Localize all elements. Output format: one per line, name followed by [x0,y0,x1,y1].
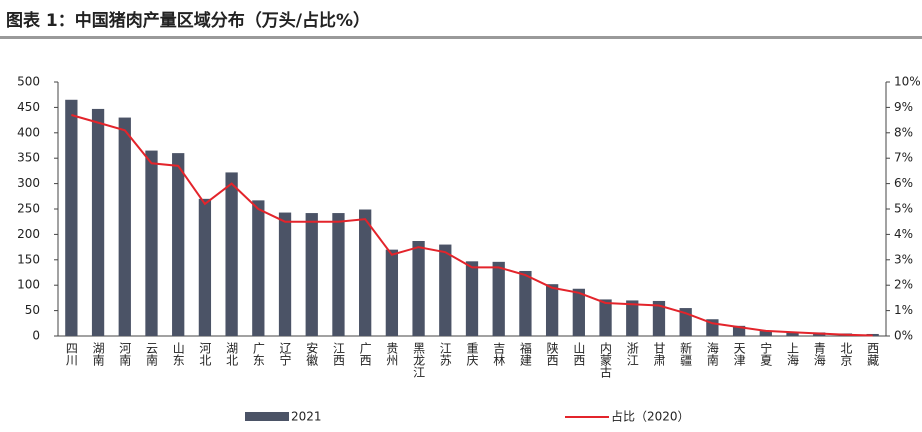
bar [198,198,212,336]
y2-tick-label: 3% [894,252,913,266]
x-tick-label: 内蒙古 [599,342,613,378]
y2-tick-label: 4% [894,227,913,241]
y2-tick-label: 9% [894,100,913,114]
y-tick-label: 0 [32,329,40,343]
x-tick-label: 广西 [358,342,372,366]
y2-tick-label: 6% [894,176,913,190]
x-tick-label: 海南 [705,341,719,366]
bar [385,249,399,336]
x-tick-label: 陕西 [545,341,559,366]
bar [599,299,612,336]
y2-tick-label: 1% [894,303,913,317]
bar [465,261,479,336]
x-tick-label: 山西 [572,342,586,366]
x-tick-label: 青海 [812,342,826,366]
y-tick-label: 350 [17,151,40,165]
x-tick-label: 江西 [331,342,345,366]
y-tick-label: 150 [17,252,40,266]
bar [305,213,318,336]
x-tick-label: 北京 [839,342,853,367]
x-tick-label: 四川 [64,342,78,366]
x-tick-label: 湖北 [225,341,239,367]
bar [225,172,238,336]
x-tick-label: 广东 [251,342,265,366]
y-tick-label: 450 [17,100,40,114]
bar [359,209,372,336]
y-tick-label: 250 [17,202,40,216]
x-tick-label: 福建 [518,341,532,367]
x-tick-label: 湖南 [91,341,105,366]
x-tick-label: 新疆 [679,341,693,366]
x-tick-label: 天津 [732,342,746,366]
bar [252,200,265,336]
bar [172,153,185,336]
legend-label: 2021 [291,410,322,424]
x-tick-label: 河北 [198,342,212,367]
bar [545,284,559,336]
x-tick-label: 宁夏 [759,341,773,366]
bar [118,117,131,336]
bar [332,213,345,336]
bar [572,288,585,336]
bar [439,244,452,336]
x-tick-label: 重庆 [465,342,479,366]
bar [91,108,105,336]
x-tick-label: 西藏 [866,342,880,367]
y2-tick-label: 2% [894,278,913,292]
x-tick-label: 吉林 [492,342,506,366]
line [71,114,873,337]
y2-tick-label: 0% [894,329,913,343]
y-tick-label: 100 [17,278,40,292]
bar [278,212,292,336]
x-tick-label: 山东 [171,342,185,366]
x-tick-label: 贵州 [385,342,399,366]
y2-tick-label: 5% [894,202,913,216]
title-rule [0,36,922,39]
bar [652,300,666,336]
chart-title: 图表 1：中国猪肉产量区域分布（万头/占比%） [6,11,370,31]
x-tick-label: 黑龙江 [412,342,426,378]
y-tick-label: 500 [17,75,40,89]
y-tick-label: 400 [17,125,40,139]
bar [759,330,772,336]
y2-tick-label: 8% [894,125,913,139]
x-tick-label: 上海 [786,342,800,366]
bar [492,261,505,336]
y-tick-label: 50 [25,303,40,317]
legend-swatch [245,412,289,421]
x-tick-label: 江苏 [438,342,452,366]
x-tick-label: 浙江 [625,342,639,366]
bar [626,300,639,336]
x-tick-label: 辽宁 [278,342,292,366]
x-tick-label: 云南 [144,342,158,366]
legend-label: 占比（2020） [611,409,690,424]
x-tick-label: 安徽 [305,341,319,366]
x-tick-label: 甘肃 [652,342,666,367]
bar [732,325,746,336]
y-tick-label: 300 [17,176,40,190]
bar [412,241,425,336]
bar [786,331,799,336]
bar [65,99,78,336]
bar [519,270,532,336]
x-tick-label: 河南 [118,342,132,366]
y2-tick-label: 10% [894,75,921,89]
bar [145,150,158,336]
y-tick-label: 200 [17,227,40,241]
y2-tick-label: 7% [894,151,913,165]
